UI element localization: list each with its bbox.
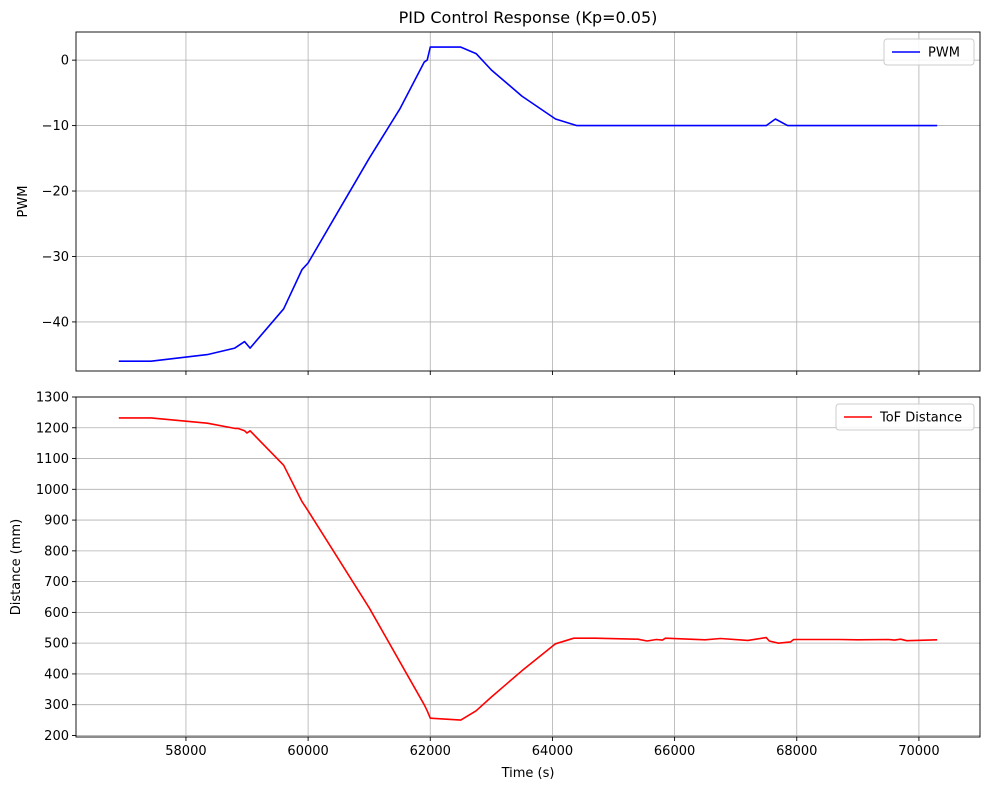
legend-box — [835, 403, 975, 431]
y-tick-label: 800 — [44, 544, 69, 559]
y-tick-label: 500 — [44, 637, 69, 652]
x-tick-label: 62000 — [410, 744, 451, 759]
legend-box — [883, 38, 975, 66]
y-tick-label: 0 — [61, 54, 69, 69]
y-tick-label: 1300 — [36, 391, 69, 406]
y-tick-label: 300 — [44, 698, 69, 713]
axes-frame — [75, 31, 981, 372]
series-line-pwm — [118, 46, 938, 363]
y-axis-label: Distance (mm) — [9, 519, 24, 615]
y-tick-label: 400 — [44, 667, 69, 682]
legend-label: PWM — [928, 46, 960, 61]
y-tick-label: −40 — [42, 315, 69, 330]
y-tick-label: 700 — [44, 575, 69, 590]
y-tick-label: 900 — [44, 514, 69, 529]
y-tick-label: 600 — [44, 606, 69, 621]
y-tick-label: −20 — [42, 185, 69, 200]
series-line-tof-distance — [118, 417, 938, 721]
x-tick-label: 68000 — [776, 744, 817, 759]
y-tick-label: −10 — [42, 119, 69, 134]
chart-title: PID Control Response (Kp=0.05) — [399, 8, 658, 27]
x-tick-label: 64000 — [532, 744, 573, 759]
x-tick-label: 66000 — [654, 744, 695, 759]
y-tick-label: 1100 — [36, 452, 69, 467]
y-tick-label: 1200 — [36, 421, 69, 436]
axes-frame — [75, 396, 981, 738]
distance-subplot: 58000 60000 62000 64000 66000 68000 70000 200 30… — [9, 391, 981, 781]
x-axis-label: Time (s) — [501, 766, 555, 781]
pwm-subplot: 0 −10 −20 −30 −40 PID Control Response (Kp=0.… — [16, 8, 981, 375]
legend: ToF Distance — [835, 403, 975, 431]
y-tick-label: −30 — [42, 250, 69, 265]
legend-label: ToF Distance — [879, 411, 962, 426]
x-tick-label: 60000 — [287, 744, 328, 759]
y-tick-label: 1000 — [36, 483, 69, 498]
x-tick-label: 70000 — [898, 744, 939, 759]
legend: PWM — [883, 38, 975, 66]
y-axis-label: PWM — [16, 186, 31, 218]
y-tick-label: 200 — [44, 729, 69, 744]
x-tick-label: 58000 — [165, 744, 206, 759]
